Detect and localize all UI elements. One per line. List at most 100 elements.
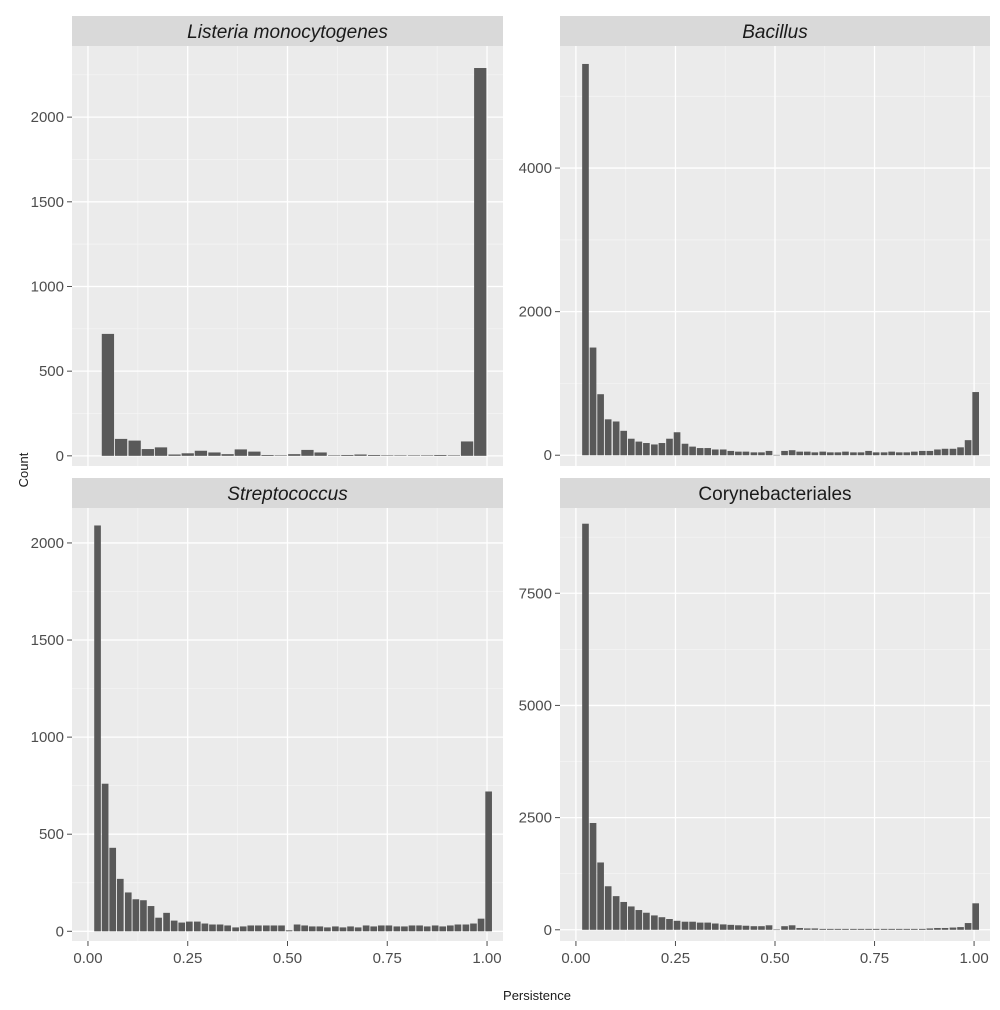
histogram-bar xyxy=(803,451,811,456)
histogram-bar xyxy=(880,928,888,930)
x-tick-label: 0.50 xyxy=(273,950,302,967)
histogram-bar xyxy=(627,438,635,456)
histogram-bar xyxy=(773,454,780,456)
histogram-bar xyxy=(216,924,224,932)
histogram-bar xyxy=(903,452,911,456)
histogram-bar xyxy=(819,451,827,456)
x-axis-title: Persistence xyxy=(503,988,571,1003)
facet-title: Bacillus xyxy=(742,22,808,43)
histogram-bar xyxy=(101,783,109,932)
histogram-bar xyxy=(719,449,727,456)
histogram-bar xyxy=(431,925,439,932)
histogram-bar xyxy=(377,925,385,932)
histogram-bar xyxy=(224,925,231,932)
histogram-bar xyxy=(903,928,911,930)
histogram-bar xyxy=(834,928,842,930)
histogram-bar xyxy=(842,928,849,930)
histogram-bar xyxy=(394,455,407,456)
histogram-bar xyxy=(477,918,485,932)
histogram-bar xyxy=(735,925,742,930)
histogram-bar xyxy=(194,450,208,456)
histogram-bar xyxy=(347,926,354,932)
y-tick-label: 4000 xyxy=(519,160,552,177)
histogram-bar xyxy=(934,927,941,930)
x-tick-label: 0.00 xyxy=(561,950,590,967)
histogram-bar xyxy=(408,925,416,932)
histogram-bar xyxy=(434,454,447,456)
x-tick-label: 0.50 xyxy=(760,950,789,967)
histogram-bar xyxy=(926,928,934,930)
histogram-bar xyxy=(895,452,903,456)
facet-title: Streptococcus xyxy=(227,484,348,505)
y-tick-label: 0 xyxy=(56,448,64,465)
facet-strip xyxy=(560,16,990,46)
histogram-bar xyxy=(447,455,461,456)
histogram-bar xyxy=(124,892,132,932)
x-tick-label: 1.00 xyxy=(959,950,988,967)
histogram-bar xyxy=(341,454,354,456)
histogram-bar xyxy=(439,926,447,932)
facet-panel: Corynebacteriales 0.00 0.25 0.50 0.75 1.00 0 25… xyxy=(519,478,990,967)
histogram-bar xyxy=(582,63,589,456)
histogram-bar xyxy=(689,921,696,930)
x-tick-label: 1.00 xyxy=(472,950,501,967)
histogram-bar xyxy=(888,928,895,930)
y-tick-label: 2000 xyxy=(31,535,64,552)
histogram-bar xyxy=(370,926,378,932)
y-tick-label: 5000 xyxy=(519,697,552,714)
histogram-bar xyxy=(681,443,689,456)
histogram-bar xyxy=(911,928,918,930)
y-tick-label: 1500 xyxy=(31,632,64,649)
histogram-bar xyxy=(635,441,643,456)
histogram-bar xyxy=(209,924,216,932)
histogram-bar xyxy=(154,447,168,456)
histogram-bar xyxy=(232,927,239,932)
histogram-bar xyxy=(362,925,370,932)
facet-panels: Listeria monocytogenes0500100015002000Ba… xyxy=(31,16,990,967)
y-tick-label: 7500 xyxy=(519,585,552,602)
histogram-bar xyxy=(872,928,880,930)
y-tick-label: 0 xyxy=(544,447,552,464)
histogram-bar xyxy=(972,392,979,456)
histogram-bar xyxy=(278,925,285,932)
histogram-bar xyxy=(872,452,880,456)
histogram-bar xyxy=(620,430,628,456)
histogram-bar xyxy=(827,928,834,930)
facet-strip xyxy=(72,16,503,46)
histogram-bar xyxy=(301,925,308,932)
histogram-bar xyxy=(193,921,201,932)
histogram-bar xyxy=(314,452,327,456)
histogram-bar xyxy=(719,924,727,930)
histogram-bar xyxy=(811,928,819,930)
histogram-bar xyxy=(367,454,381,456)
y-tick-label: 1500 xyxy=(31,194,64,211)
histogram-bar xyxy=(582,523,589,930)
histogram-bar xyxy=(704,922,712,930)
histogram-bar xyxy=(880,452,888,456)
histogram-bar xyxy=(964,923,972,930)
histogram-bar xyxy=(711,449,719,456)
histogram-bar xyxy=(288,454,301,456)
histogram-bar xyxy=(170,920,178,932)
histogram-bar xyxy=(781,450,788,456)
histogram-bar xyxy=(332,926,339,932)
histogram-bar xyxy=(401,926,408,932)
x-tick-label: 0.75 xyxy=(860,950,889,967)
histogram-bar xyxy=(141,449,154,456)
histogram-bar xyxy=(788,450,796,456)
histogram-bar xyxy=(248,451,261,456)
histogram-bar xyxy=(857,452,865,456)
histogram-bar xyxy=(247,925,255,932)
facet-panel: Listeria monocytogenes 0 500 1000 1500 2000 xyxy=(31,16,503,466)
histogram-bar xyxy=(888,451,895,456)
y-tick-label: 2500 xyxy=(519,810,552,827)
histogram-bar xyxy=(957,447,964,456)
histogram-bar xyxy=(658,443,666,456)
histogram-bar xyxy=(354,454,367,456)
histogram-bar xyxy=(949,927,957,930)
facet-title: Corynebacteriales xyxy=(698,484,851,505)
histogram-bar xyxy=(128,440,141,456)
histogram-bar xyxy=(742,451,750,456)
histogram-bar xyxy=(604,886,612,930)
